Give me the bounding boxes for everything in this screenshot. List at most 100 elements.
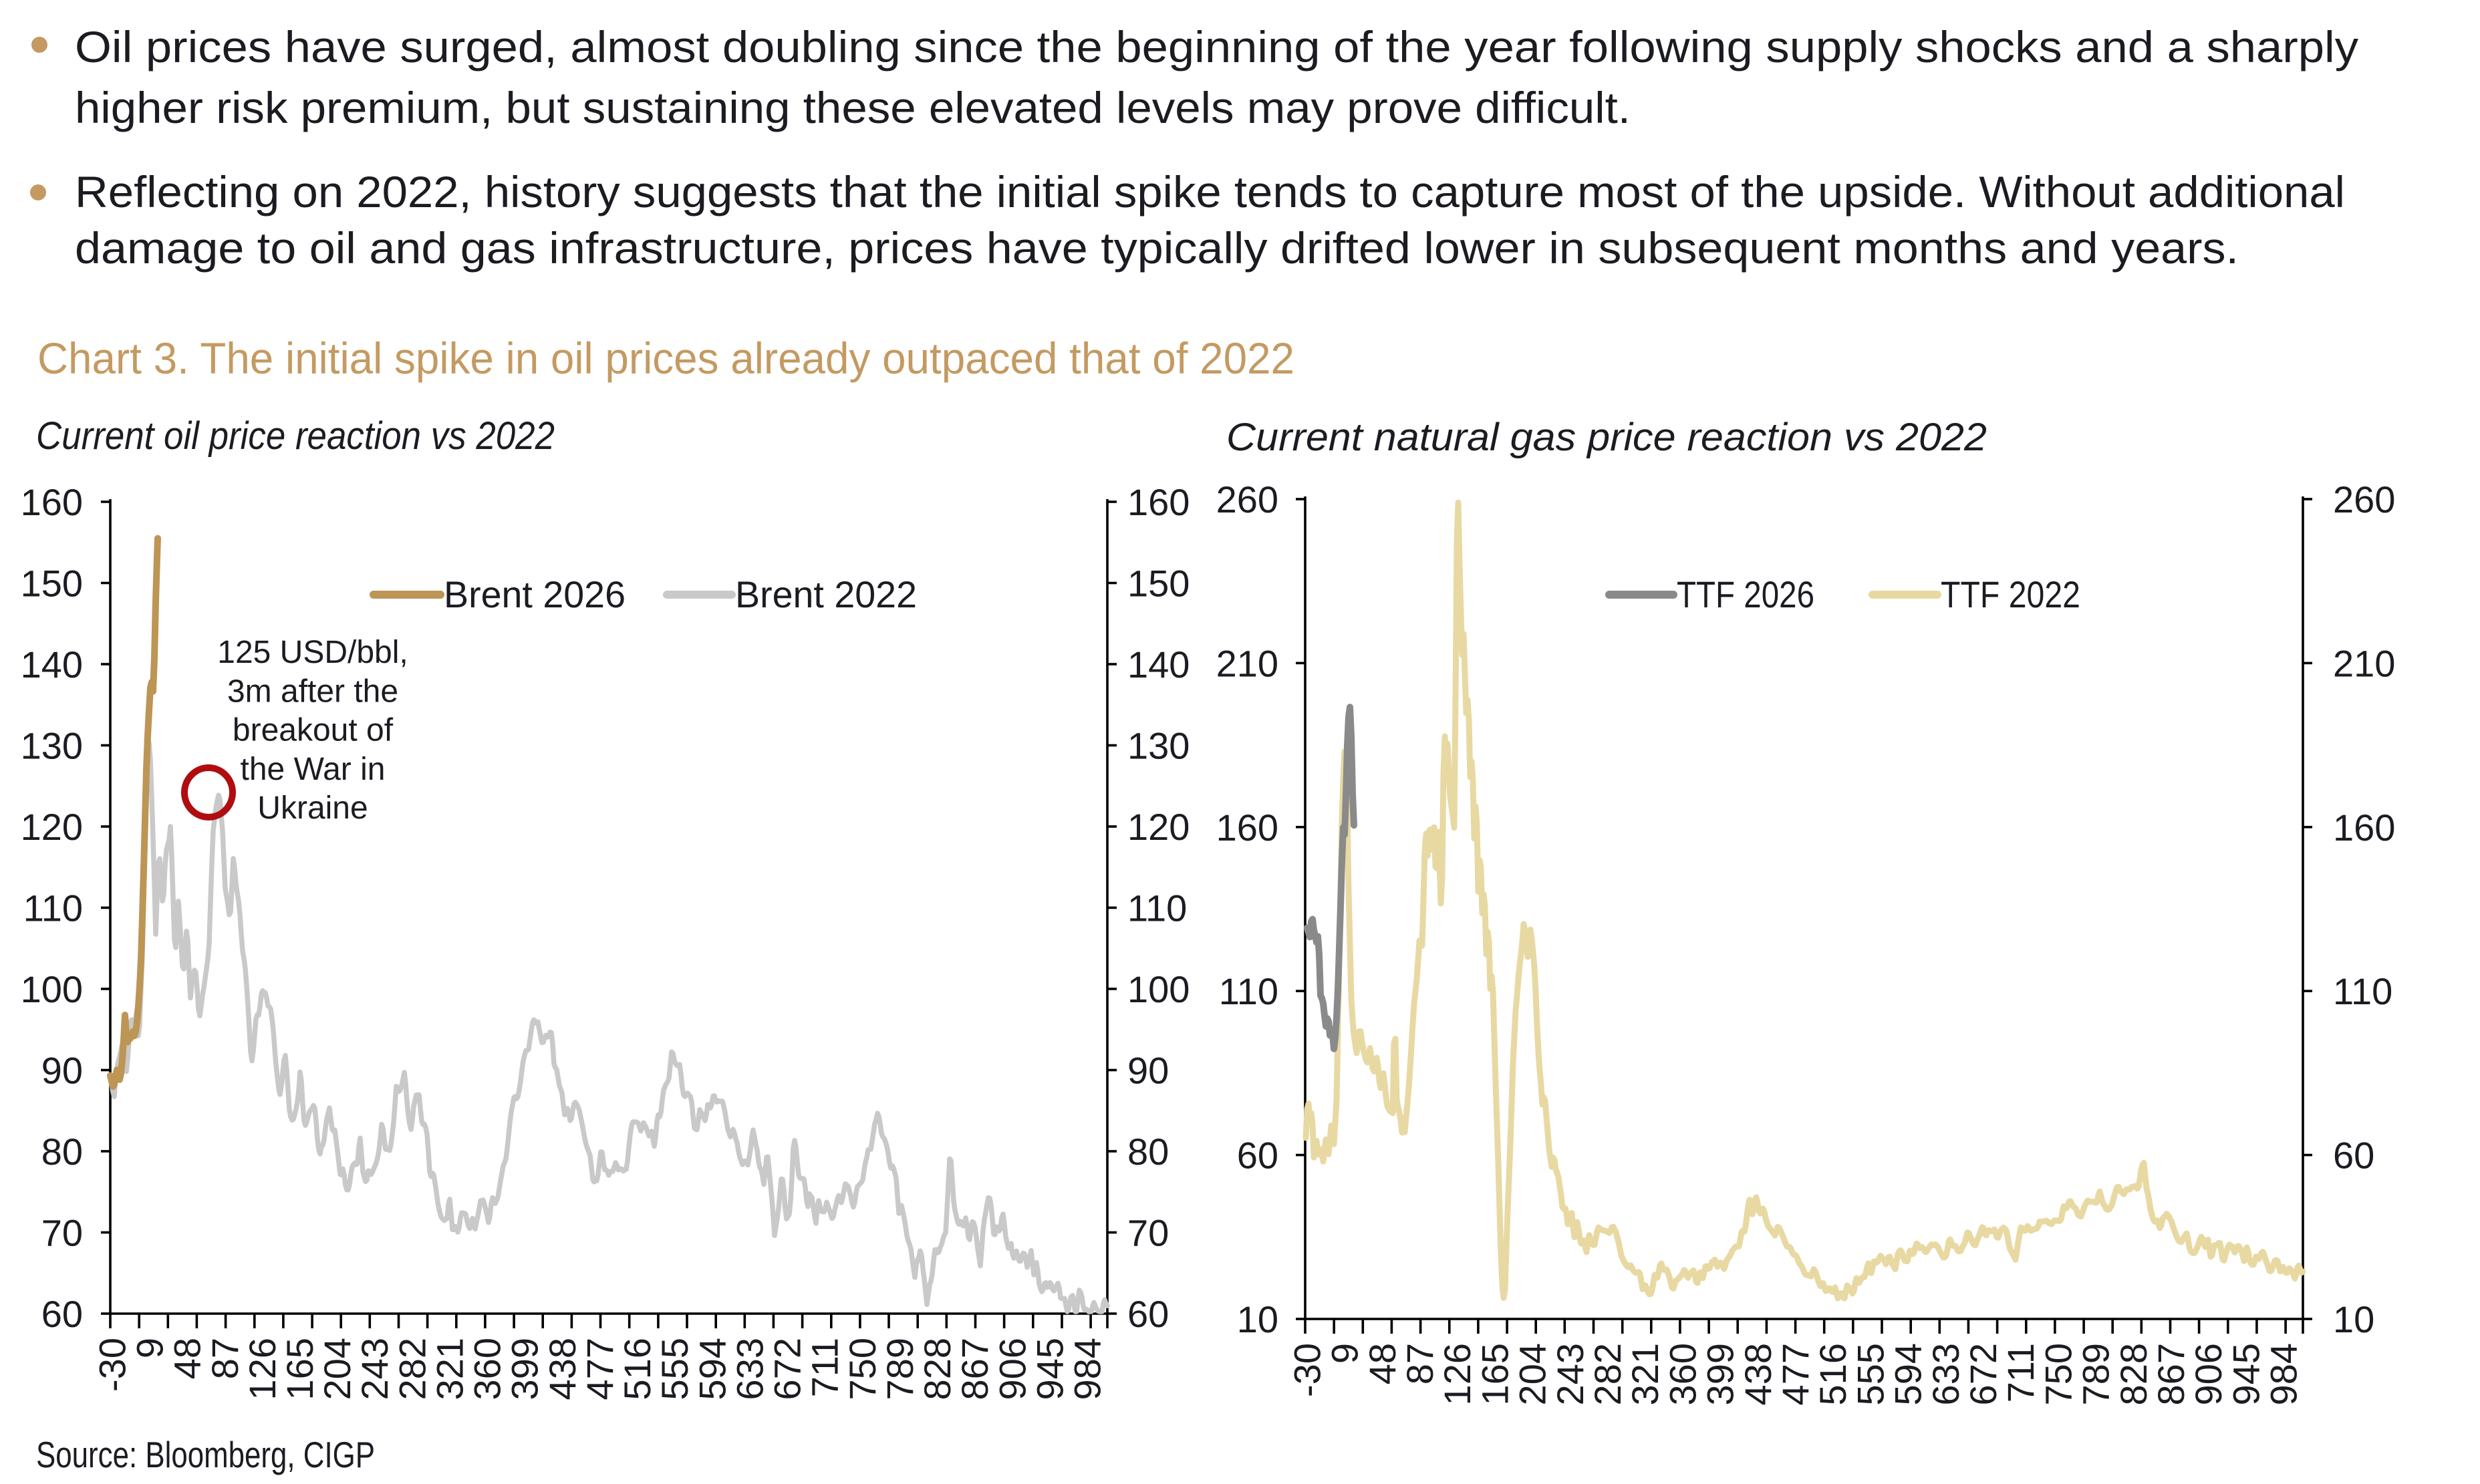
svg-text:110: 110 bbox=[1127, 887, 1187, 929]
svg-text:Ukraine: Ukraine bbox=[257, 790, 368, 826]
svg-text:633: 633 bbox=[728, 1338, 771, 1400]
svg-text:594: 594 bbox=[691, 1338, 733, 1400]
svg-text:945: 945 bbox=[2225, 1343, 2267, 1405]
svg-text:140: 140 bbox=[1127, 643, 1190, 686]
svg-text:945: 945 bbox=[1028, 1338, 1071, 1400]
svg-text:126: 126 bbox=[241, 1338, 283, 1400]
svg-text:48: 48 bbox=[166, 1338, 209, 1379]
svg-text:160: 160 bbox=[2333, 806, 2395, 849]
svg-text:150: 150 bbox=[21, 563, 83, 605]
svg-text:399: 399 bbox=[1699, 1343, 1742, 1405]
svg-text:477: 477 bbox=[1774, 1343, 1816, 1405]
svg-text:867: 867 bbox=[954, 1338, 996, 1400]
svg-text:damage to oil and gas infrastr: damage to oil and gas infrastructure, pr… bbox=[75, 223, 2239, 273]
svg-text:243: 243 bbox=[1549, 1343, 1591, 1405]
svg-text:70: 70 bbox=[1127, 1212, 1169, 1254]
svg-text:Source: Bloomberg, CIGP: Source: Bloomberg, CIGP bbox=[36, 1434, 375, 1475]
svg-text:130: 130 bbox=[1127, 725, 1190, 767]
svg-text:260: 260 bbox=[1216, 478, 1278, 521]
svg-text:60: 60 bbox=[1127, 1293, 1169, 1335]
svg-text:110: 110 bbox=[2333, 970, 2392, 1012]
svg-text:165: 165 bbox=[1474, 1343, 1516, 1405]
svg-text:Brent 2022: Brent 2022 bbox=[735, 573, 917, 615]
svg-text:100: 100 bbox=[1127, 968, 1190, 1010]
svg-text:210: 210 bbox=[1216, 642, 1278, 684]
svg-text:204: 204 bbox=[1512, 1343, 1554, 1405]
svg-text:438: 438 bbox=[1737, 1343, 1779, 1405]
svg-text:70: 70 bbox=[41, 1212, 83, 1254]
svg-text:516: 516 bbox=[616, 1338, 658, 1400]
svg-text:160: 160 bbox=[21, 481, 83, 523]
svg-text:204: 204 bbox=[316, 1338, 358, 1400]
svg-text:633: 633 bbox=[1925, 1343, 1967, 1405]
svg-text:TTF 2026: TTF 2026 bbox=[1677, 573, 1814, 615]
svg-text:Brent 2026: Brent 2026 bbox=[444, 573, 626, 615]
svg-text:789: 789 bbox=[2075, 1343, 2117, 1405]
svg-text:Reflecting on 2022, history su: Reflecting on 2022, history suggests tha… bbox=[75, 167, 2345, 216]
svg-text:282: 282 bbox=[1587, 1343, 1629, 1405]
svg-text:750: 750 bbox=[2037, 1343, 2079, 1405]
svg-text:60: 60 bbox=[1237, 1135, 1278, 1177]
svg-text:594: 594 bbox=[1887, 1343, 1929, 1405]
svg-text:60: 60 bbox=[41, 1293, 83, 1335]
svg-text:321: 321 bbox=[429, 1338, 471, 1400]
svg-text:80: 80 bbox=[1127, 1131, 1169, 1173]
svg-text:672: 672 bbox=[767, 1338, 809, 1400]
svg-text:-30: -30 bbox=[1286, 1343, 1328, 1397]
svg-text:516: 516 bbox=[1812, 1343, 1854, 1405]
svg-text:87: 87 bbox=[1399, 1343, 1441, 1384]
svg-text:130: 130 bbox=[21, 725, 83, 767]
svg-text:160: 160 bbox=[1216, 806, 1278, 849]
svg-text:Chart 3. The initial spike in: Chart 3. The initial spike in oil prices… bbox=[37, 333, 1294, 383]
svg-text:672: 672 bbox=[1962, 1343, 2004, 1405]
svg-text:90: 90 bbox=[1127, 1050, 1169, 1092]
svg-text:477: 477 bbox=[579, 1338, 621, 1400]
svg-text:9: 9 bbox=[1324, 1343, 1366, 1364]
svg-text:360: 360 bbox=[466, 1338, 509, 1400]
svg-text:984: 984 bbox=[2263, 1343, 2305, 1405]
svg-text:60: 60 bbox=[2333, 1135, 2374, 1177]
svg-text:140: 140 bbox=[21, 643, 83, 686]
svg-text:10: 10 bbox=[2333, 1298, 2374, 1340]
svg-text:Current natural gas price reac: Current natural gas price reaction vs 20… bbox=[1226, 416, 1987, 459]
svg-text:120: 120 bbox=[1127, 806, 1190, 848]
svg-text:9: 9 bbox=[129, 1338, 171, 1358]
svg-text:906: 906 bbox=[991, 1338, 1033, 1400]
svg-text:10: 10 bbox=[1237, 1298, 1278, 1340]
svg-text:110: 110 bbox=[23, 887, 83, 929]
svg-text:Oil prices have surged, almost: Oil prices have surged, almost doubling … bbox=[75, 22, 2358, 71]
svg-text:3m after the: 3m after the bbox=[227, 674, 398, 709]
svg-text:789: 789 bbox=[879, 1338, 921, 1400]
svg-text:438: 438 bbox=[541, 1338, 583, 1400]
svg-text:750: 750 bbox=[841, 1338, 883, 1400]
svg-text:555: 555 bbox=[654, 1338, 696, 1400]
svg-text:906: 906 bbox=[2187, 1343, 2229, 1405]
svg-text:87: 87 bbox=[204, 1338, 246, 1379]
svg-text:711: 711 bbox=[804, 1338, 846, 1397]
svg-text:the War in: the War in bbox=[241, 752, 386, 787]
svg-text:48: 48 bbox=[1361, 1343, 1403, 1384]
svg-text:higher risk premium, but susta: higher risk premium, but sustaining thes… bbox=[75, 83, 1631, 132]
svg-text:TTF 2022: TTF 2022 bbox=[1941, 573, 2080, 615]
svg-text:-30: -30 bbox=[91, 1338, 133, 1392]
svg-text:555: 555 bbox=[1849, 1343, 1891, 1405]
svg-text:867: 867 bbox=[2150, 1343, 2192, 1405]
svg-text:282: 282 bbox=[391, 1338, 433, 1400]
svg-text:80: 80 bbox=[41, 1131, 83, 1173]
svg-text:984: 984 bbox=[1067, 1338, 1109, 1400]
svg-text:243: 243 bbox=[354, 1338, 396, 1400]
svg-text:210: 210 bbox=[2333, 642, 2395, 684]
svg-text:360: 360 bbox=[1661, 1343, 1703, 1405]
svg-text:260: 260 bbox=[2333, 478, 2395, 521]
svg-text:100: 100 bbox=[21, 968, 83, 1010]
svg-text:160: 160 bbox=[1127, 481, 1190, 523]
svg-text:828: 828 bbox=[2112, 1343, 2155, 1405]
svg-text:125 USD/bbl,: 125 USD/bbl, bbox=[217, 635, 408, 670]
svg-text:110: 110 bbox=[1219, 970, 1278, 1012]
svg-text:165: 165 bbox=[279, 1338, 321, 1400]
svg-text:150: 150 bbox=[1127, 563, 1190, 605]
svg-text:126: 126 bbox=[1436, 1343, 1478, 1405]
svg-text:breakout of: breakout of bbox=[233, 713, 394, 748]
svg-text:711: 711 bbox=[2000, 1343, 2042, 1402]
svg-text:321: 321 bbox=[1624, 1343, 1666, 1405]
